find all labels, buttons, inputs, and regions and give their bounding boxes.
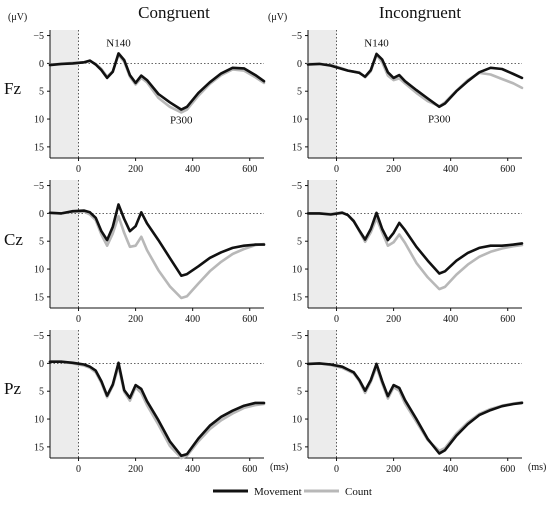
y-unit-label-right: (μV) xyxy=(268,12,287,23)
y-tick-label: 0 xyxy=(39,59,44,70)
panel-fz-congruent: −5 0 5 10 15 0 200 400 600 N140 P300 xyxy=(33,30,266,175)
x-tick-label: 200 xyxy=(386,464,401,475)
series-line-movement xyxy=(48,360,266,458)
x-tick-label: 400 xyxy=(185,164,200,175)
x-tick-label: 400 xyxy=(443,314,458,325)
y-tick-label: 0 xyxy=(39,359,44,370)
y-tick-label: 5 xyxy=(39,237,44,248)
x-tick-label: 0 xyxy=(76,314,81,325)
x-tick-label: 0 xyxy=(334,164,339,175)
y-tick-label: 0 xyxy=(297,59,302,70)
series-line-count xyxy=(306,362,524,453)
annotation-p300: P300 xyxy=(428,113,451,125)
row-label-cz: Cz xyxy=(4,230,23,249)
y-tick-label: −5 xyxy=(33,331,44,342)
series-line-count xyxy=(306,211,524,291)
column-title-incongruent: Incongruent xyxy=(379,3,461,22)
panels-group: −5 0 5 10 15 0 200 400 600 N140 P300 −5 0 5 10 15 0 200 40… xyxy=(33,30,524,475)
y-tick-label: 15 xyxy=(292,142,302,153)
annotation-n140: N140 xyxy=(364,38,389,50)
panel-cz-congruent: −5 0 5 10 15 0 200 400 600 xyxy=(33,180,266,325)
y-tick-label: 0 xyxy=(297,209,302,220)
x-tick-label: 600 xyxy=(242,314,257,325)
y-tick-label: 0 xyxy=(297,359,302,370)
x-tick-label: 200 xyxy=(386,314,401,325)
y-tick-label: 5 xyxy=(297,387,302,398)
row-label-fz: Fz xyxy=(4,79,21,98)
legend: Movement Count xyxy=(213,486,372,498)
y-tick-label: 10 xyxy=(34,265,44,276)
series-line-count xyxy=(48,210,266,300)
y-tick-label: 10 xyxy=(292,115,302,126)
y-tick-label: 10 xyxy=(292,415,302,426)
x-tick-label: 400 xyxy=(443,164,458,175)
x-tick-label: 0 xyxy=(334,314,339,325)
annotation-n140: N140 xyxy=(106,38,131,50)
y-tick-label: 15 xyxy=(34,292,44,303)
x-tick-label: 600 xyxy=(500,164,515,175)
x-tick-label: 600 xyxy=(242,464,257,475)
y-tick-label: 15 xyxy=(292,292,302,303)
baseline-shading xyxy=(308,330,337,458)
row-label-pz: Pz xyxy=(4,379,21,398)
series-line-movement xyxy=(48,52,266,111)
y-tick-label: −5 xyxy=(291,181,302,192)
x-tick-label: 0 xyxy=(334,464,339,475)
baseline-shading xyxy=(50,30,79,158)
legend-label-count: Count xyxy=(345,486,372,498)
x-tick-label: 200 xyxy=(128,164,143,175)
y-tick-label: 10 xyxy=(34,115,44,126)
y-tick-label: 10 xyxy=(292,265,302,276)
x-tick-label: 200 xyxy=(386,164,401,175)
baseline-shading xyxy=(308,180,337,308)
y-tick-label: 5 xyxy=(39,87,44,98)
y-tick-label: −5 xyxy=(33,181,44,192)
y-tick-label: −5 xyxy=(33,31,44,42)
panel-pz-incongruent: −5 0 5 10 15 0 200 400 600 xyxy=(291,330,524,475)
annotation-p300: P300 xyxy=(170,115,193,127)
y-unit-label-left: (μV) xyxy=(8,12,27,23)
baseline-shading xyxy=(50,330,79,458)
x-tick-label: 600 xyxy=(242,164,257,175)
y-tick-label: 5 xyxy=(297,87,302,98)
y-tick-label: 15 xyxy=(292,442,302,453)
baseline-shading xyxy=(50,180,79,308)
x-unit-label-right: (ms) xyxy=(270,462,288,473)
series-line-movement xyxy=(306,52,524,109)
x-tick-label: 400 xyxy=(185,314,200,325)
panel-fz-incongruent: −5 0 5 10 15 0 200 400 600 N140 P300 xyxy=(291,30,524,175)
panel-cz-incongruent: −5 0 5 10 15 0 200 400 600 xyxy=(291,180,524,325)
y-tick-label: 15 xyxy=(34,142,44,153)
column-title-congruent: Congruent xyxy=(138,3,210,22)
x-tick-label: 600 xyxy=(500,464,515,475)
x-unit-label-left: (ms) xyxy=(528,462,546,473)
y-tick-label: 5 xyxy=(39,387,44,398)
x-tick-label: 200 xyxy=(128,464,143,475)
series-line-movement xyxy=(306,211,524,275)
x-tick-label: 600 xyxy=(500,314,515,325)
series-line-count xyxy=(306,53,524,108)
series-line-movement xyxy=(306,362,524,455)
x-tick-label: 200 xyxy=(128,314,143,325)
x-tick-label: 0 xyxy=(76,164,81,175)
panel-pz-congruent: −5 0 5 10 15 0 200 400 600 xyxy=(33,330,266,475)
y-tick-label: 15 xyxy=(34,442,44,453)
y-tick-label: 5 xyxy=(297,237,302,248)
x-tick-label: 0 xyxy=(76,464,81,475)
x-tick-label: 400 xyxy=(185,464,200,475)
y-tick-label: 10 xyxy=(34,415,44,426)
y-tick-label: 0 xyxy=(39,209,44,220)
baseline-shading xyxy=(308,30,337,158)
legend-label-movement: Movement xyxy=(254,486,302,498)
y-tick-label: −5 xyxy=(291,331,302,342)
x-tick-label: 400 xyxy=(443,464,458,475)
series-line-movement xyxy=(48,203,266,278)
y-tick-label: −5 xyxy=(291,31,302,42)
